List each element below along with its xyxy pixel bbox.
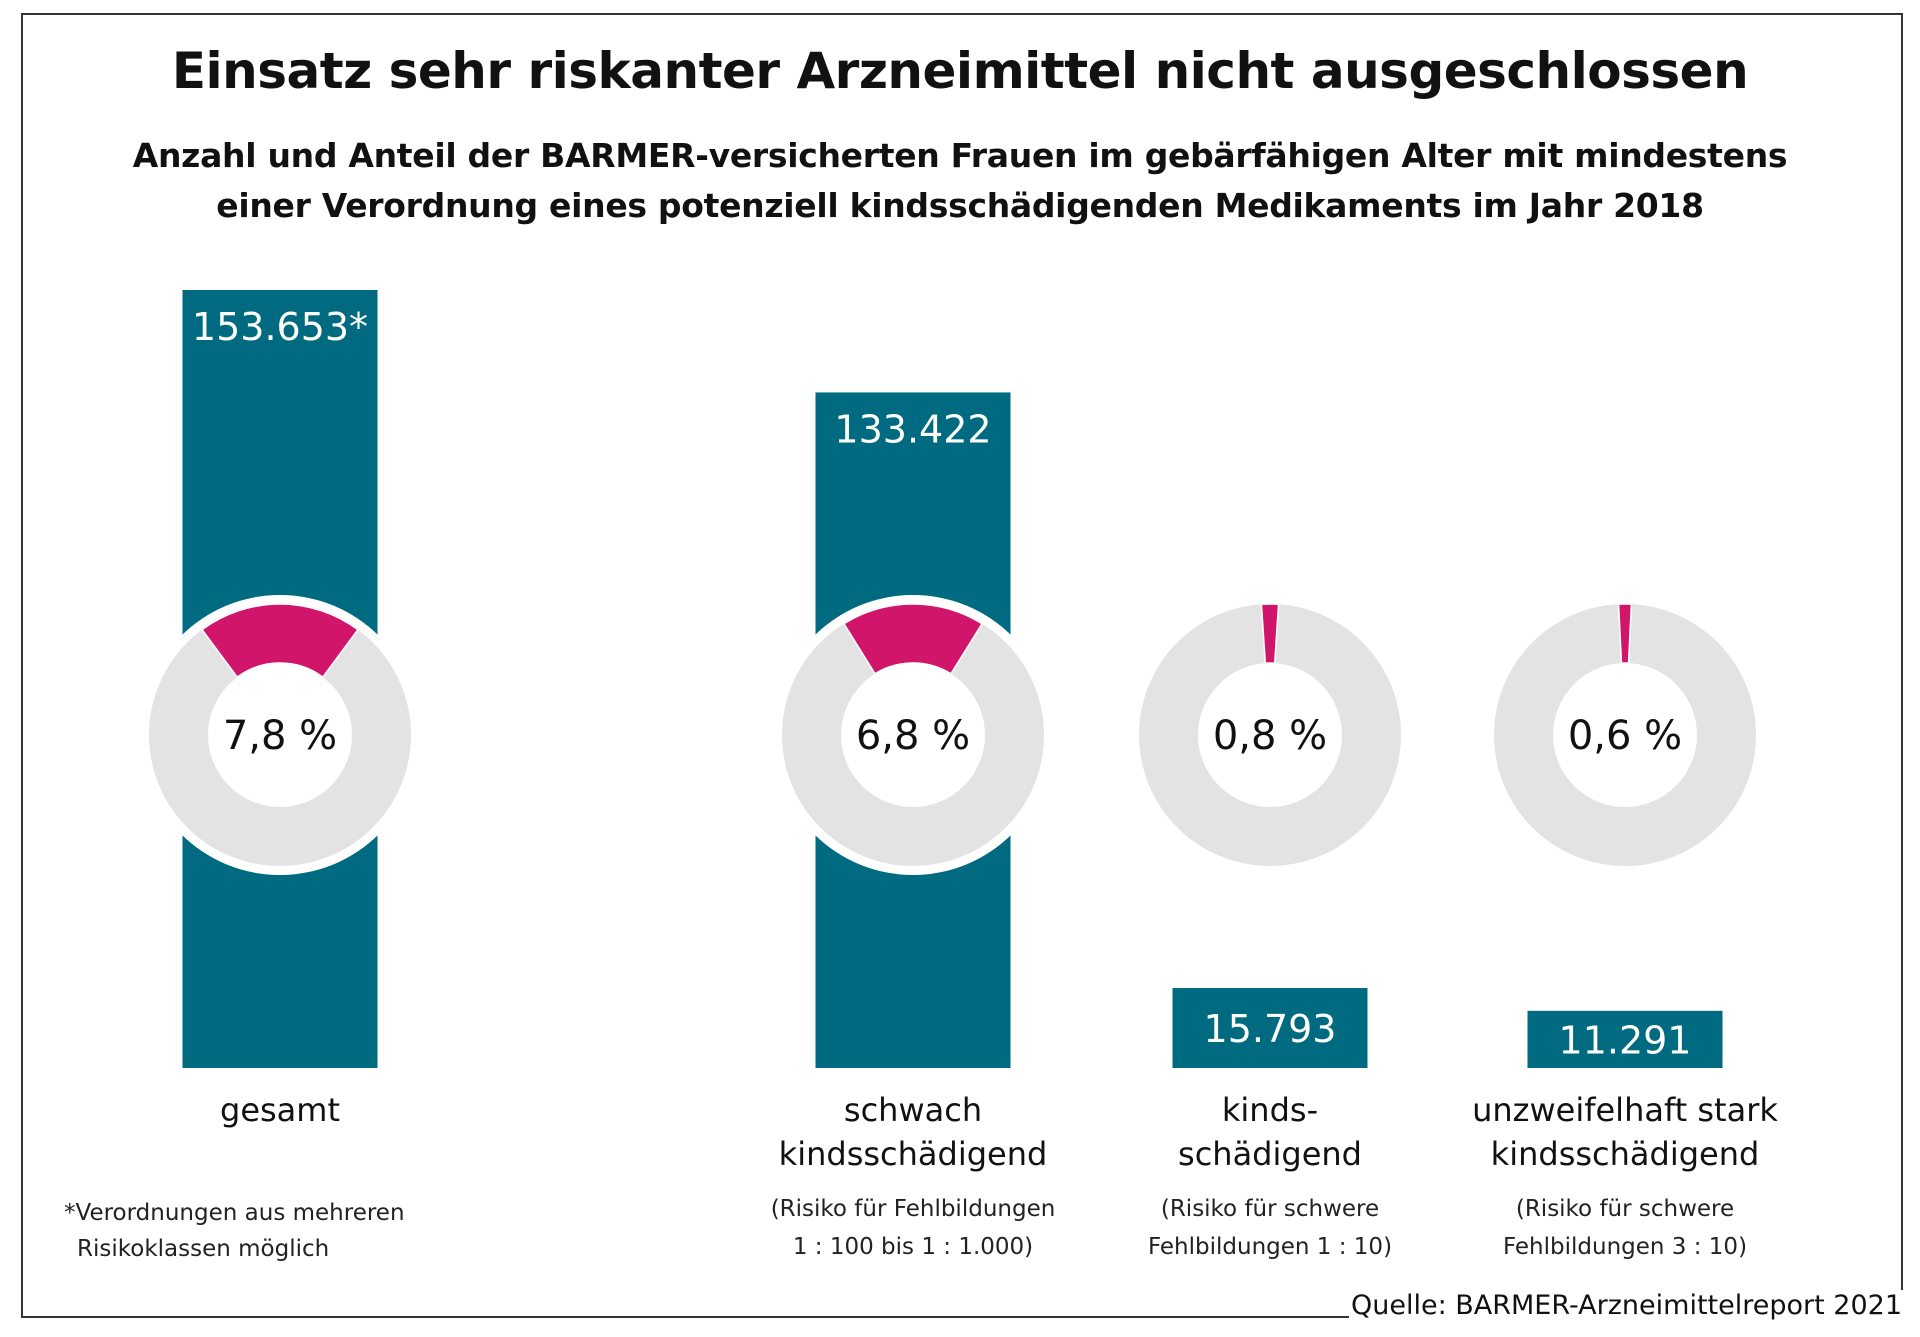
category-label: gesamt <box>70 1088 490 1132</box>
category-note-line: Fehlbildungen 1 : 10) <box>1147 1234 1393 1260</box>
category-label: unzweifelhaft stark kindsschädigend <box>1415 1088 1835 1176</box>
category-group-4: 0,6 % 11.291 <box>1485 595 1765 1068</box>
footnote-line-2: Risikoklassen möglich <box>77 1236 330 1262</box>
category-group-1: 7,8 % 153.653* <box>140 290 420 1068</box>
category-note: (Risiko für schwere Fehlbildungen 3 : 10) <box>1415 1190 1835 1266</box>
source-note: Quelle: BARMER-Arzneimittelreport 2021 <box>1348 1290 1902 1321</box>
category-note-line: (Risiko für Fehlbildungen <box>770 1196 1056 1222</box>
category-label-line: kinds- <box>1221 1091 1319 1129</box>
count-label: 15.793 <box>1204 1007 1337 1051</box>
chart-title: Einsatz sehr riskanter Arzneimittel nich… <box>171 42 1749 100</box>
donut-wedge <box>842 603 984 675</box>
share-label: 7,8 % <box>223 713 337 759</box>
category-label-line: schwach <box>843 1091 983 1129</box>
chart-subtitle-line-2: einer Verordnung eines potenziell kindss… <box>216 186 1704 225</box>
category-label-line: gesamt <box>220 1091 340 1129</box>
category-label: schwach kindsschädigend <box>703 1088 1123 1176</box>
donut-wedge <box>201 603 359 679</box>
category-note: (Risiko für schwere Fehlbildungen 1 : 10) <box>1060 1190 1480 1266</box>
donut-wedge <box>1260 603 1280 664</box>
share-label: 6,8 % <box>856 713 970 759</box>
footnote-line-1: *Verordnungen aus mehreren <box>64 1200 405 1226</box>
category-label-line: schädigend <box>1178 1135 1362 1173</box>
category-group-2: 6,8 % 133.422 <box>773 392 1053 1068</box>
category-note-line: Fehlbildungen 3 : 10) <box>1502 1234 1748 1260</box>
share-label: 0,6 % <box>1568 713 1682 759</box>
category-note-line: (Risiko für schwere <box>1160 1196 1380 1222</box>
category-note-line: 1 : 100 bis 1 : 1.000) <box>792 1234 1034 1260</box>
category-group-3: 0,8 % 15.793 <box>1130 595 1410 1068</box>
bar <box>1172 988 1368 1068</box>
chart-frame <box>21 13 1901 1317</box>
frame-right-border <box>1901 13 1903 1290</box>
bar <box>1527 1010 1723 1068</box>
category-label-line: kindsschädigend <box>1490 1135 1760 1173</box>
category-label-line: kindsschädigend <box>778 1135 1048 1173</box>
donut-wedge <box>1617 603 1633 664</box>
count-label: 133.422 <box>834 407 991 451</box>
category-note: (Risiko für Fehlbildungen 1 : 100 bis 1 :… <box>703 1190 1123 1266</box>
count-label: 11.291 <box>1559 1018 1692 1062</box>
category-label: kinds-schädigend <box>1060 1088 1480 1176</box>
chart-subtitle-line-1: Anzahl und Anteil der BARMER-versicherte… <box>132 136 1788 175</box>
share-label: 0,8 % <box>1213 713 1327 759</box>
category-label-line: unzweifelhaft stark <box>1472 1091 1778 1129</box>
footnote: *Verordnungen aus mehreren Risikoklassen… <box>64 1195 405 1267</box>
category-note-line: (Risiko für schwere <box>1515 1196 1735 1222</box>
frame-bottom-border <box>21 1316 1371 1318</box>
count-label: 153.653* <box>192 305 368 349</box>
